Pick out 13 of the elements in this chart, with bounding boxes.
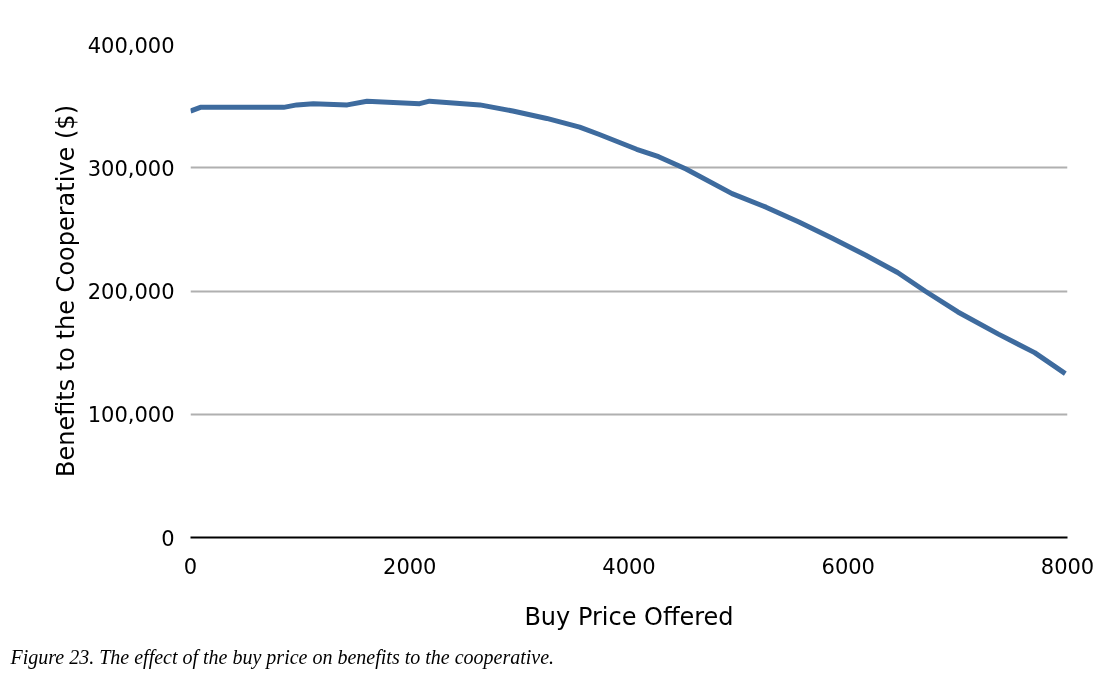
y-tick-label: 0: [161, 526, 175, 551]
x-tick-label: 4000: [602, 554, 656, 579]
x-tick-label: 2000: [383, 554, 437, 579]
x-tick-label: 8000: [1040, 554, 1095, 579]
y-tick-label: 400,000: [87, 33, 175, 58]
y-axis-title: Benefits to the Cooperative ($): [51, 105, 80, 477]
y-tick-label: 200,000: [87, 280, 175, 304]
x-axis-title: Buy Price Offered: [524, 602, 734, 631]
x-tick-label: 0: [183, 554, 198, 579]
caption: Figure 23. The effect of the buy price on benefits to the cooperative.: [9, 645, 555, 669]
y-tick-label: 300,000: [87, 156, 175, 181]
x-tick-label: 6000: [821, 554, 875, 579]
y-tick-label: 100,000: [87, 403, 175, 428]
